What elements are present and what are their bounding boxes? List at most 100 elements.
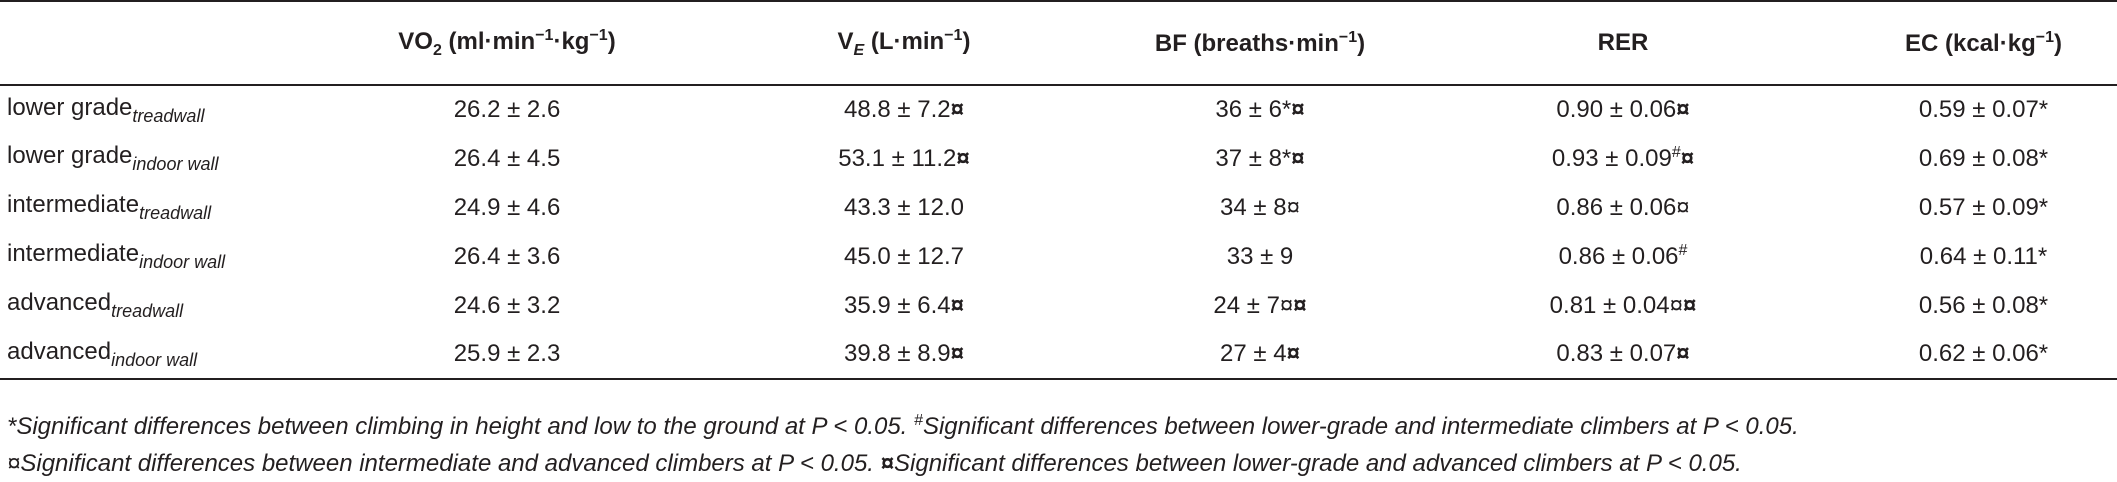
column-header: EC (kcal·kg−1) xyxy=(1850,1,2117,85)
text-segment: Significant differences between lower-gr… xyxy=(922,413,1799,440)
footnotes: *Significant differences between climbin… xyxy=(0,402,2117,482)
table-body: lower gradetreadwall 26.2 ± 2.6 48.8 ± 7.2… xyxy=(0,85,2117,379)
footnote: *Significant differences between climbin… xyxy=(7,402,2117,445)
table-cell: 34 ± 8¤ xyxy=(1124,183,1396,232)
corner-cell xyxy=(0,1,330,85)
text-segment: 27 ± 4 xyxy=(1220,340,1287,367)
text-segment: # xyxy=(914,412,923,429)
text-segment: 33 ± 9 xyxy=(1226,242,1294,270)
row-condition: treadwall xyxy=(111,301,184,321)
column-header: VE (L·min−1) xyxy=(684,1,1124,85)
text-segment: V xyxy=(837,27,854,55)
text-segment: 26.4 ± 3.6 xyxy=(453,242,561,270)
table-cell: 0.81 ± 0.04¤¤ xyxy=(1396,281,1850,330)
row-condition: indoor wall xyxy=(139,252,226,272)
text-segment: −1 xyxy=(589,26,608,44)
table-cell: 0.62 ± 0.06* xyxy=(1850,330,2117,379)
text-segment: ¤ xyxy=(1291,144,1305,172)
row-condition: treadwall xyxy=(139,203,212,223)
text-segment: ¤ xyxy=(1676,96,1690,123)
text-segment: ¤ xyxy=(1680,145,1695,172)
text-segment: 43.3 ± 12.0 xyxy=(844,193,964,221)
table-row: advancedindoor wall 25.9 ± 2.3 39.8 ± 8.9¤… xyxy=(0,330,2117,379)
table-cell: 24.6 ± 3.2 xyxy=(330,281,684,330)
text-segment: VO xyxy=(398,27,433,55)
table-cell: 45.0 ± 12.7 xyxy=(684,232,1124,281)
text-segment: 0.86 ± 0.06¤ xyxy=(1556,193,1690,221)
text-segment: ¤ xyxy=(1293,291,1307,319)
text-segment: ) xyxy=(1357,29,1366,57)
text-segment: 0.69 ± 0.08* xyxy=(1918,144,2049,172)
table-cell: 0.69 ± 0.08* xyxy=(1850,134,2117,183)
text-segment: 25.9 ± 2.3 xyxy=(453,340,561,367)
table-cell: 0.83 ± 0.07¤ xyxy=(1396,330,1850,379)
text-segment: ¤ xyxy=(950,96,964,123)
text-segment: ) xyxy=(962,27,971,55)
text-segment: 0.59 ± 0.07* xyxy=(1918,96,2049,123)
table-cell: 48.8 ± 7.2¤ xyxy=(684,85,1124,134)
text-segment: # xyxy=(1671,144,1681,161)
table-cell: 0.86 ± 0.06# xyxy=(1396,232,1850,281)
table-cell: 0.64 ± 0.11* xyxy=(1850,232,2117,281)
footnote: ¤Significant differences between interme… xyxy=(7,445,2117,482)
table-cell: 26.4 ± 3.6 xyxy=(330,232,684,281)
header-row: VO2 (ml·min−1·kg−1) VE (L·min−1) BF (breat… xyxy=(0,1,2117,85)
text-segment: 37 ± 8* xyxy=(1215,144,1292,172)
table-cell: 26.2 ± 2.6 xyxy=(330,85,684,134)
text-segment: 39.8 ± 8.9 xyxy=(844,340,951,367)
table-cell: 0.93 ± 0.09#¤ xyxy=(1396,134,1850,183)
text-segment: ¤ xyxy=(950,291,964,319)
text-segment: (ml·min xyxy=(441,27,536,55)
text-segment: Significant differences between lower-gr… xyxy=(894,450,1742,477)
text-segment: ¤Significant differences between interme… xyxy=(7,450,881,477)
text-segment: 24 ± 7¤ xyxy=(1213,291,1294,319)
text-segment: 26.2 ± 2.6 xyxy=(453,96,561,123)
table-cell: 33 ± 9 xyxy=(1124,232,1396,281)
table-cell: 24 ± 7¤¤ xyxy=(1124,281,1396,330)
table-cell: 53.1 ± 11.2¤ xyxy=(684,134,1124,183)
text-segment: 0.62 ± 0.06* xyxy=(1918,340,2049,367)
table-cell: 37 ± 8*¤ xyxy=(1124,134,1396,183)
row-label: lower gradeindoor wall xyxy=(0,134,330,183)
table-row: intermediatetreadwall 24.9 ± 4.6 43.3 ± 12… xyxy=(0,183,2117,232)
table-cell: 43.3 ± 12.0 xyxy=(684,183,1124,232)
text-segment: 34 ± 8¤ xyxy=(1220,193,1300,221)
text-segment: RER xyxy=(1597,29,1649,56)
text-segment: ¤ xyxy=(950,340,964,367)
table-cell: 0.90 ± 0.06¤ xyxy=(1396,85,1850,134)
table-row: advancedtreadwall 24.6 ± 3.2 35.9 ± 6.4¤ 24… xyxy=(0,281,2117,330)
text-segment: 0.57 ± 0.09* xyxy=(1918,193,2049,221)
data-table: VO2 (ml·min−1·kg−1) VE (L·min−1) BF (breat… xyxy=(0,1,2117,379)
row-condition: treadwall xyxy=(132,105,205,126)
text-segment: 45.0 ± 12.7 xyxy=(844,242,964,270)
table-row: intermediateindoor wall 26.4 ± 3.6 45.0 ± … xyxy=(0,232,2117,281)
text-segment: ¤ xyxy=(1682,291,1697,319)
text-segment: 0.90 ± 0.06 xyxy=(1556,96,1677,123)
text-segment: −1 xyxy=(2035,28,2054,46)
table-cell: 26.4 ± 4.5 xyxy=(330,134,684,183)
text-segment: 0.81 ± 0.04¤ xyxy=(1549,291,1683,319)
text-segment: 0.64 ± 0.11* xyxy=(1919,242,2048,270)
text-segment: −1 xyxy=(535,26,554,44)
row-label: advancedtreadwall xyxy=(0,281,330,330)
row-group: advanced xyxy=(7,289,112,316)
table-head: VO2 (ml·min−1·kg−1) VE (L·min−1) BF (breat… xyxy=(0,1,2117,85)
row-group: intermediate xyxy=(7,191,140,218)
text-segment: BF (breaths·min xyxy=(1154,29,1339,57)
text-segment: 53.1 ± 11.2 xyxy=(838,144,957,172)
text-segment: (L·min xyxy=(864,27,945,55)
text-segment: 35.9 ± 6.4 xyxy=(844,291,951,319)
row-label: advancedindoor wall xyxy=(0,330,330,379)
row-group: lower grade xyxy=(7,93,133,121)
text-segment: 36 ± 6* xyxy=(1215,96,1292,123)
row-group: advanced xyxy=(7,337,112,365)
table-cell: 24.9 ± 4.6 xyxy=(330,183,684,232)
table-row: lower gradeindoor wall 26.4 ± 4.5 53.1 ± 1… xyxy=(0,134,2117,183)
row-label: lower gradetreadwall xyxy=(0,85,330,134)
row-label: intermediateindoor wall xyxy=(0,232,330,281)
table-cell: 27 ± 4¤ xyxy=(1124,330,1396,379)
text-segment: *Significant differences between climbin… xyxy=(7,413,915,440)
table-cell: 0.86 ± 0.06¤ xyxy=(1396,183,1850,232)
text-segment: 0.93 ± 0.09 xyxy=(1551,145,1672,172)
